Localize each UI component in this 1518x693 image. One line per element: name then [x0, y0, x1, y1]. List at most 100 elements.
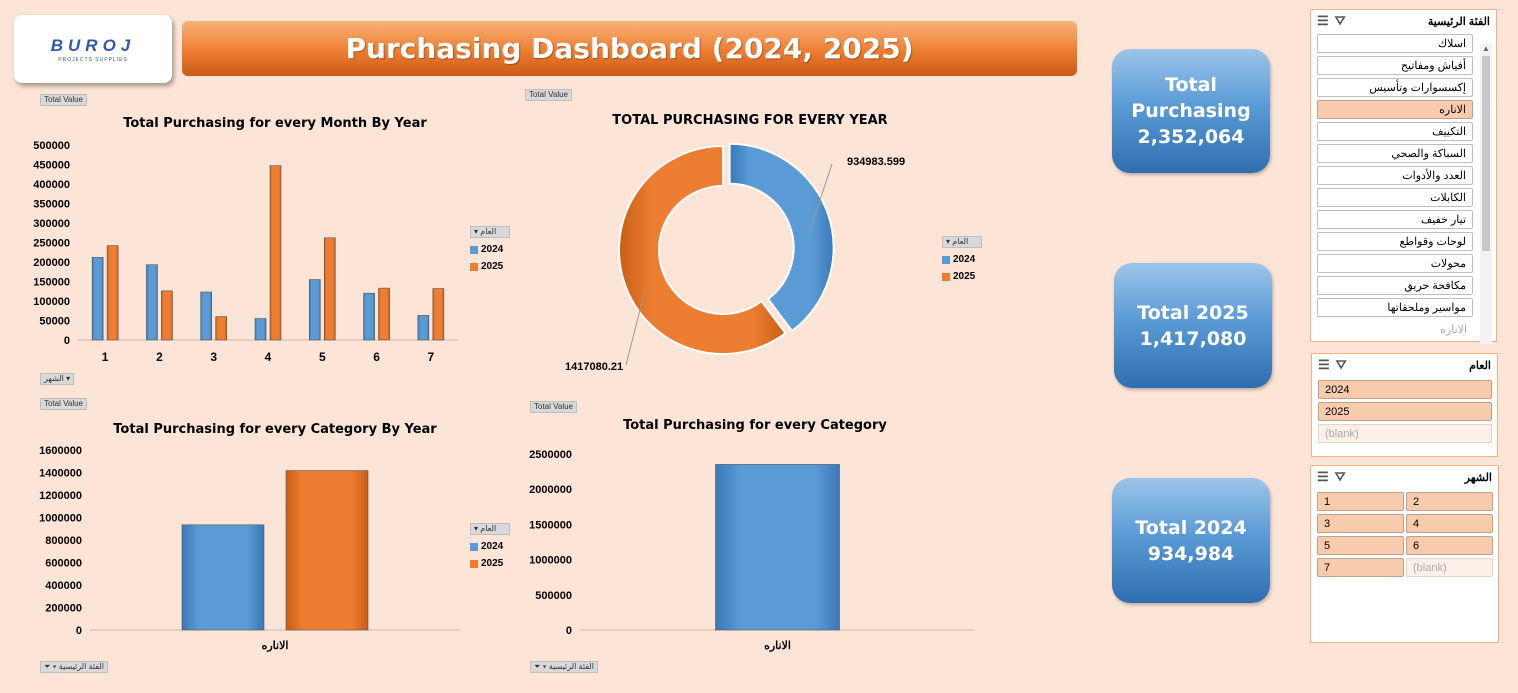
legend-label: 2024	[481, 244, 504, 255]
slicer-item[interactable]: (blank)	[1406, 558, 1493, 577]
slicer-title: الفئة الرئيسية	[1427, 15, 1490, 28]
legend-swatch	[942, 272, 950, 281]
slicer-item[interactable]: 1	[1317, 492, 1404, 511]
legend-label: 2024	[953, 254, 976, 265]
legend-item-2024: 2024	[942, 254, 982, 265]
x-tick-label: 5	[319, 350, 326, 364]
scroll-up-icon[interactable]: ▲	[1482, 44, 1490, 53]
chart1-axis-label: الشهر	[44, 374, 64, 383]
slicer-item[interactable]: اسلاك	[1317, 34, 1473, 53]
bar-2025-2[interactable]	[161, 290, 173, 341]
slicer-item[interactable]: (blank)	[1318, 424, 1492, 443]
slicer-item[interactable]: 7	[1317, 558, 1404, 577]
y-tick-label: 1600000	[39, 445, 82, 457]
slicer-item[interactable]: العدد والأدوات	[1317, 166, 1473, 185]
chevron-down-icon: ▾	[474, 524, 479, 533]
chart3-axis-button[interactable]: ⏷ ▾ الفئة الرئيسية	[40, 661, 108, 673]
kpi-label: Total 2024	[1135, 516, 1247, 539]
chart1-legend-button[interactable]: ▾ العام	[470, 226, 510, 238]
slicer-item[interactable]: 6	[1406, 536, 1493, 555]
leader-line	[625, 289, 646, 366]
chart1-legend: ▾ العام 2024 2025	[470, 226, 510, 272]
chart1-legend-title: العام	[480, 227, 497, 236]
bar-2025-5[interactable]	[323, 237, 336, 341]
slicer-item[interactable]: 4	[1406, 514, 1493, 533]
scroll-thumb[interactable]	[1482, 56, 1490, 251]
chart2-legend-button[interactable]: ▾ العام	[942, 236, 982, 248]
y-tick-label: 1000000	[529, 555, 572, 567]
y-tick-label: 1000000	[39, 513, 82, 525]
slicer-item[interactable]: 2025	[1318, 402, 1492, 421]
slicer-item[interactable]: أفياش ومفاتيح	[1317, 56, 1473, 75]
bar-2025-1[interactable]	[106, 245, 119, 341]
bar-2024-6[interactable]	[363, 292, 375, 341]
bar-2024-2[interactable]	[146, 264, 158, 341]
bar-2024-الاناره[interactable]	[181, 524, 265, 631]
chart2-value-button[interactable]: Total Value	[525, 89, 572, 101]
kpi-label: Purchasing	[1131, 100, 1251, 122]
data-label-2025: 1417080.21	[565, 361, 623, 373]
chart2-title: TOTAL PURCHASING FOR EVERY YEAR	[612, 113, 888, 128]
bar-2025-6[interactable]	[378, 287, 390, 341]
multi-select-icon[interactable]: ☰	[1318, 357, 1330, 372]
donut-slice-2024[interactable]	[728, 142, 835, 333]
donut-slice-2025[interactable]	[618, 144, 787, 355]
slicer-item[interactable]: إكسسوارات وتأسيس	[1317, 78, 1473, 97]
slicer-item[interactable]: تيار خفيف	[1317, 210, 1473, 229]
x-tick-label: 6	[373, 350, 380, 364]
chart3-legend-button[interactable]: ▾ العام	[470, 523, 510, 535]
chevron-down-icon: ▾	[66, 374, 71, 383]
bar-total-الاناره[interactable]	[715, 464, 840, 631]
dashboard-title: Purchasing Dashboard (2024, 2025)	[182, 21, 1077, 76]
x-tick-label: 2	[156, 350, 163, 364]
chart4-value-button[interactable]: Total Value	[530, 401, 577, 413]
legend-label: 2024	[481, 541, 504, 552]
bar-2024-4[interactable]	[254, 318, 267, 341]
chevron-down-icon: ▾	[542, 662, 547, 671]
bar-2024-3[interactable]	[200, 291, 213, 341]
slicer-items: 2024 2025 (blank)	[1318, 380, 1492, 443]
chart1-value-button[interactable]: Total Value	[40, 94, 87, 106]
y-tick-label: 1400000	[39, 468, 82, 480]
slicer-item[interactable]: 2024	[1318, 380, 1492, 399]
slicer-item[interactable]: مكافحة حريق	[1317, 276, 1473, 295]
slicer-item[interactable]: السباكة والصحي	[1317, 144, 1473, 163]
slicer-item[interactable]: 3	[1317, 514, 1404, 533]
slicer-item[interactable]: الاناره	[1317, 100, 1473, 119]
clear-filter-icon[interactable]: ⛛	[1335, 357, 1347, 372]
y-tick-label: 50000	[39, 316, 70, 328]
kpi-total-2025: Total 2025 1,417,080	[1114, 263, 1272, 388]
chart2-legend: ▾ العام 2024 2025	[942, 236, 982, 282]
slicer-item[interactable]: الاناره	[1440, 324, 1467, 336]
bar-2025-3[interactable]	[215, 316, 228, 341]
slicer-scrollbar[interactable]: ▲	[1480, 44, 1492, 344]
bar-2024-5[interactable]	[308, 279, 321, 341]
slicer-item[interactable]: التكييف	[1317, 122, 1473, 141]
kpi-total-2024: Total 2024 934,984	[1112, 478, 1270, 603]
bar-2025-4[interactable]	[269, 165, 282, 341]
chart1-axis-button[interactable]: الشهر ▾	[40, 373, 75, 385]
bar-2024-1[interactable]	[91, 257, 104, 341]
chart4-axis-button[interactable]: ⏷ ▾ الفئة الرئيسية	[530, 661, 598, 673]
multi-select-icon[interactable]: ☰	[1317, 469, 1329, 484]
y-tick-label: 300000	[33, 218, 70, 230]
slicer-items: اسلاك أفياش ومفاتيح إكسسوارات وتأسيس الانار…	[1317, 34, 1473, 339]
slicer-item[interactable]: الكابلات	[1317, 188, 1473, 207]
slicer-header: العام ☰ ⛛	[1312, 354, 1497, 376]
clear-filter-icon[interactable]: ⛛	[1334, 469, 1346, 484]
category-slicer: الفئة الرئيسية ☰ ⛛ اسلاك أفياش ومفاتيح إكسس…	[1310, 9, 1497, 344]
slicer-item[interactable]: لوحات وقواطع	[1317, 232, 1473, 251]
multi-select-icon[interactable]: ☰	[1317, 13, 1329, 28]
slicer-item[interactable]: محولات	[1317, 254, 1473, 273]
slicer-item[interactable]: 2	[1406, 492, 1493, 511]
bar-2024-7[interactable]	[417, 315, 430, 341]
y-tick-label: 250000	[33, 238, 70, 250]
bar-2025-7[interactable]	[432, 288, 445, 341]
bar-2025-الاناره[interactable]	[285, 470, 369, 631]
clear-filter-icon[interactable]: ⛛	[1334, 13, 1346, 28]
y-tick-label: 600000	[45, 558, 82, 570]
slicer-item[interactable]: 5	[1317, 536, 1404, 555]
y-tick-label: 100000	[33, 296, 70, 308]
slicer-item[interactable]: مواسير وملحقاتها	[1317, 298, 1473, 317]
chart3-value-button[interactable]: Total Value	[40, 398, 87, 410]
